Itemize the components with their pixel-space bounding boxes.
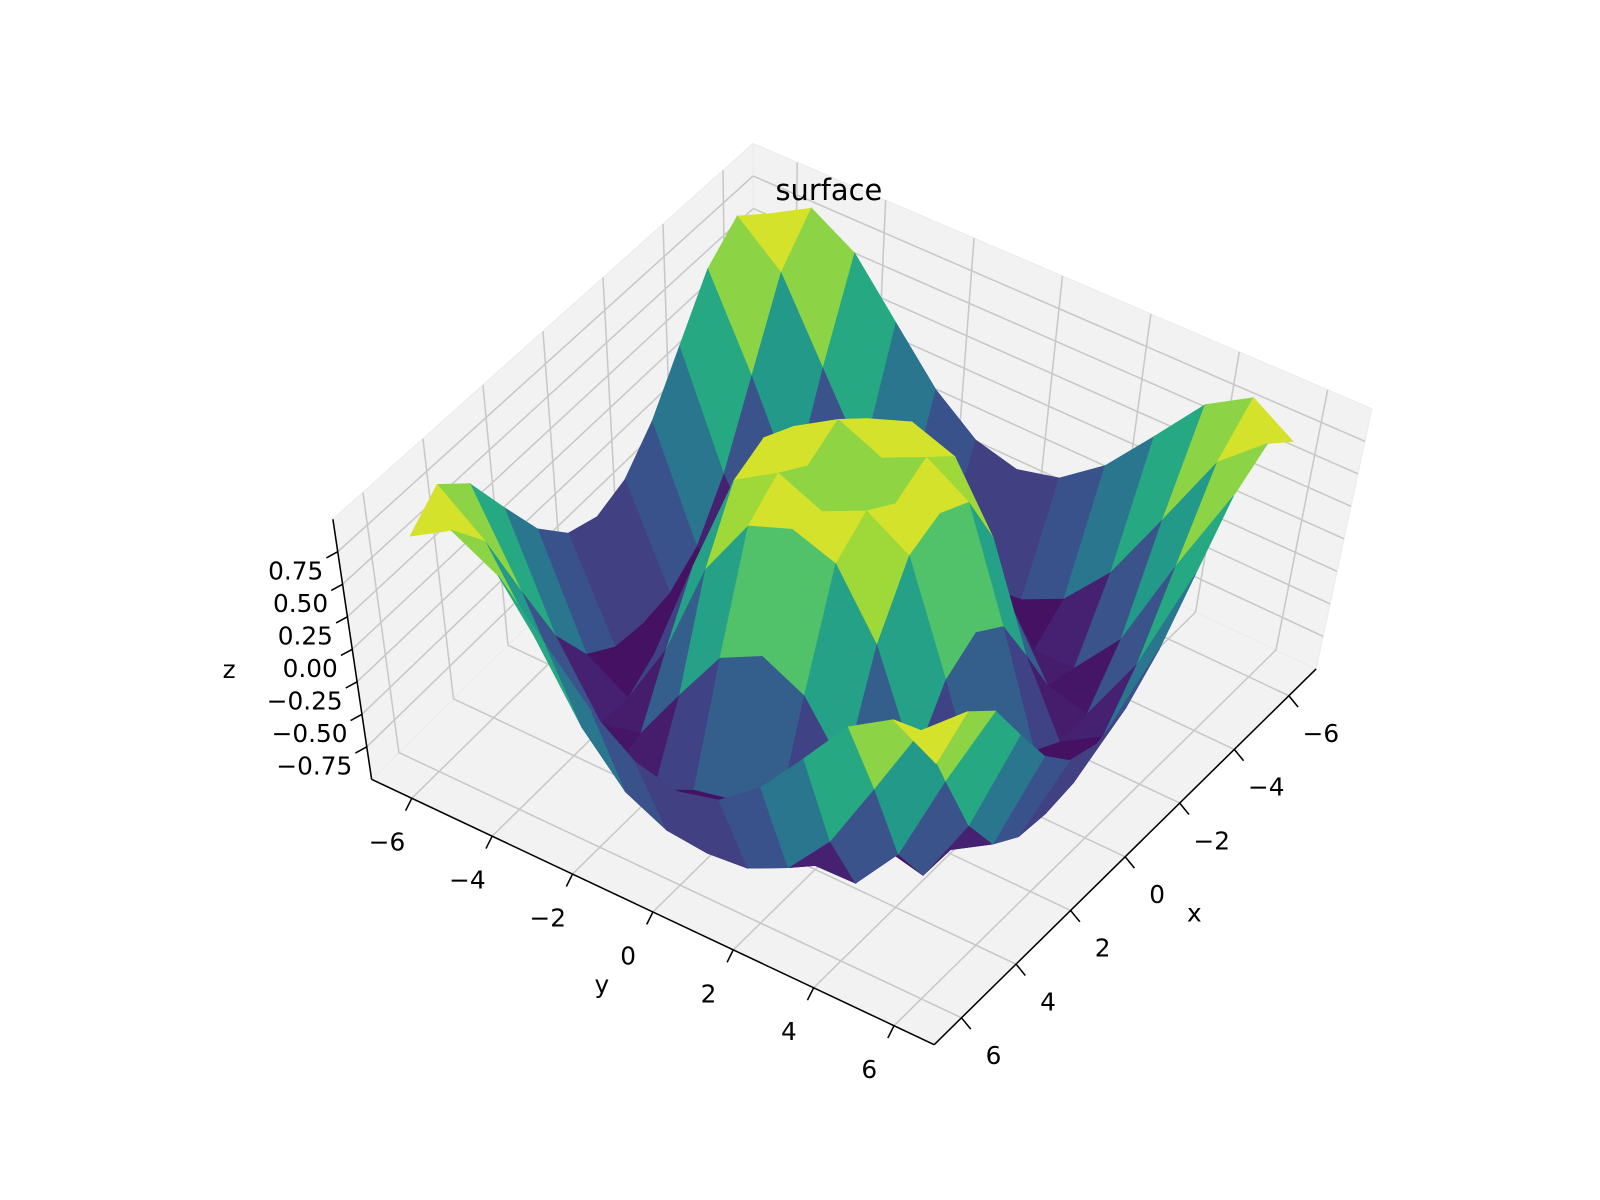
z-tick-label: −0.75 — [276, 751, 352, 780]
axis-line — [371, 778, 935, 1046]
x-axis-label: x — [1187, 899, 1202, 928]
tick-mark — [404, 797, 413, 812]
tick-mark — [350, 713, 363, 722]
axis-line — [933, 668, 1317, 1046]
tick-mark — [1124, 856, 1136, 869]
tick-mark — [345, 681, 358, 689]
grid-line — [346, 240, 754, 618]
y-axis-label: y — [594, 970, 609, 999]
z-axis-label: z — [223, 655, 236, 684]
grid-line — [342, 207, 754, 585]
chart-title: surface — [776, 173, 883, 207]
axes: −6 −4 −2 0 2 4 6 −6 −4 −2 0 2 4 6 −0.75 −0.50 −0.25 0.00 0… — [267, 519, 1339, 1084]
y-tick-label: −4 — [449, 866, 486, 895]
y-tick-label: −2 — [530, 904, 567, 933]
y-tick-label: 4 — [781, 1017, 797, 1046]
tick-mark — [1015, 963, 1026, 976]
tick-mark — [726, 949, 734, 963]
z-tick-label: 0.25 — [278, 621, 333, 650]
x-tick-label: −2 — [1193, 826, 1230, 855]
tick-mark — [565, 873, 574, 887]
axis-line — [332, 519, 373, 780]
z-tick-label: 0.00 — [283, 654, 338, 683]
tick-mark — [340, 648, 353, 657]
grid-line — [752, 175, 1366, 443]
tick-mark — [646, 911, 654, 925]
z-tick-label: −0.50 — [272, 719, 348, 748]
tick-mark — [326, 551, 339, 559]
grid-line — [893, 649, 1277, 1027]
tick-mark — [355, 746, 368, 754]
z-tick-label: −0.25 — [267, 686, 343, 715]
tick-mark — [806, 987, 815, 1001]
surface-patch — [893, 710, 969, 765]
y-tick-label: −6 — [369, 828, 406, 857]
tick-mark — [960, 1017, 972, 1030]
tick-mark — [1069, 909, 1081, 923]
tick-mark — [335, 616, 348, 624]
tick-mark — [1233, 748, 1245, 762]
x-tick-label: −4 — [1248, 773, 1285, 802]
x-tick-label: 4 — [1040, 987, 1056, 1016]
tick-mark — [1179, 802, 1190, 815]
tick-mark — [485, 835, 493, 849]
x-tick-label: 6 — [986, 1041, 1002, 1070]
tick-mark — [887, 1025, 895, 1039]
y-tick-label: 0 — [620, 941, 636, 970]
x-tick-label: 2 — [1095, 934, 1111, 963]
z-tick-label: 0.50 — [273, 589, 328, 618]
tick-mark — [1288, 695, 1299, 708]
x-tick-label: 0 — [1149, 880, 1165, 909]
z-tick-label: 0.75 — [268, 556, 323, 585]
surface — [409, 207, 1294, 884]
y-tick-label: 2 — [701, 979, 717, 1008]
tick-mark — [330, 583, 343, 592]
grid-line — [337, 175, 754, 553]
y-tick-label: 6 — [861, 1055, 877, 1084]
x-tick-label: −6 — [1303, 719, 1340, 748]
